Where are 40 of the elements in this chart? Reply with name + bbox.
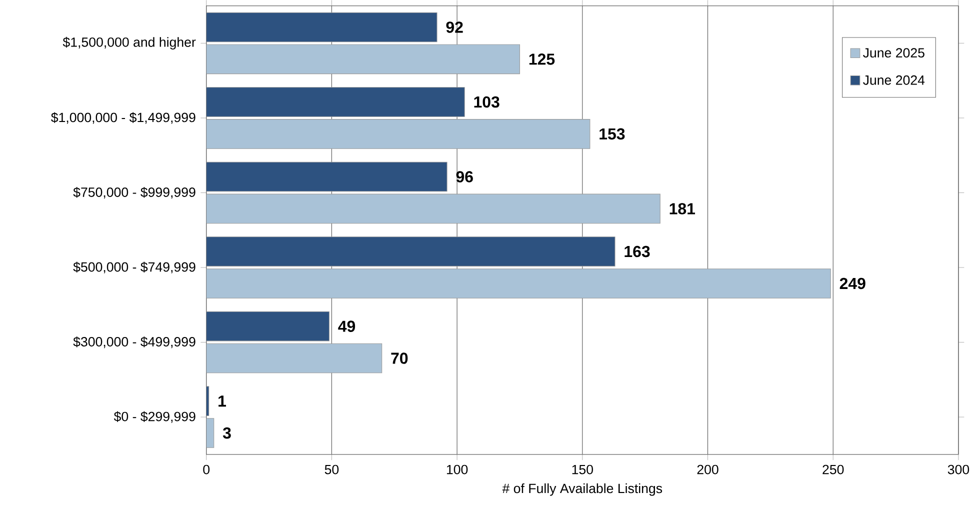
y-tick-label: $1,500,000 and higher xyxy=(62,37,196,50)
data-label: 1 xyxy=(218,396,226,407)
data-label: 92 xyxy=(446,22,463,34)
bar xyxy=(206,418,214,448)
x-tick-label: 300 xyxy=(948,464,970,474)
data-label: 153 xyxy=(600,128,625,140)
data-label: 249 xyxy=(840,278,866,290)
data-label: 70 xyxy=(391,352,408,364)
x-tick-label: 100 xyxy=(446,464,468,474)
y-tick-label: $0 - $299,999 xyxy=(114,411,196,424)
legend-label: June 2025 xyxy=(863,48,924,58)
data-label: 163 xyxy=(624,246,650,258)
bar xyxy=(206,44,520,74)
bar xyxy=(206,194,660,224)
x-axis-title: # of Fully Available Listings xyxy=(502,484,662,496)
data-label: 3 xyxy=(222,428,231,439)
bar xyxy=(206,12,438,42)
data-label: 125 xyxy=(529,54,555,65)
bar xyxy=(206,386,210,416)
data-label: 49 xyxy=(338,320,356,332)
bar xyxy=(206,268,831,299)
data-label: 181 xyxy=(670,203,696,215)
x-tick-label: 0 xyxy=(203,464,210,474)
bar xyxy=(206,344,382,374)
data-label: 96 xyxy=(456,171,473,183)
bar xyxy=(206,236,616,267)
bar xyxy=(206,162,448,192)
y-tick-label: $500,000 - $749,999 xyxy=(73,262,196,274)
bar xyxy=(206,312,330,342)
x-tick-label: 250 xyxy=(822,464,844,474)
x-tick-label: 200 xyxy=(697,464,718,474)
y-tick-label: $300,000 - $499,999 xyxy=(73,336,196,348)
bar xyxy=(206,87,465,118)
bar xyxy=(206,119,590,150)
y-tick-label: $1,000,000 - $1,499,999 xyxy=(51,112,196,124)
x-tick-label: 50 xyxy=(324,464,339,474)
x-tick-label: 150 xyxy=(572,464,593,474)
y-tick-label: $750,000 - $999,999 xyxy=(73,187,196,199)
legend-label: June 2024 xyxy=(863,76,925,85)
data-label: 103 xyxy=(474,96,500,108)
